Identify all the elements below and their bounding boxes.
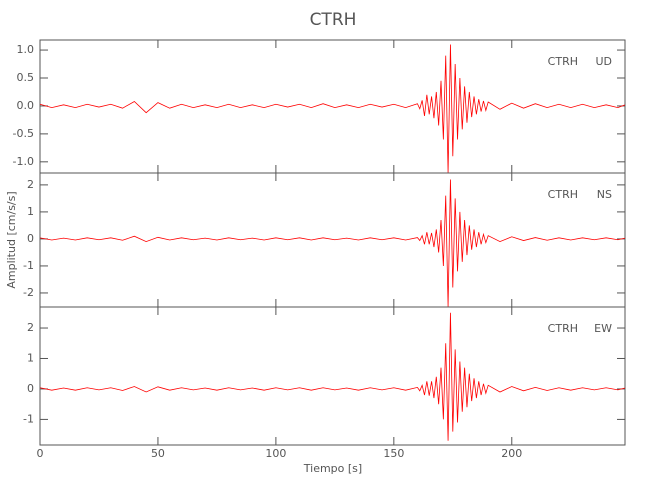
panel-frame xyxy=(39,306,626,446)
y-tick-label: 0 xyxy=(27,232,34,245)
station-label: CTRH xyxy=(548,322,578,335)
y-tick-label: 0.0 xyxy=(17,99,35,112)
y-tick-label: 0.5 xyxy=(17,71,35,84)
y-tick-label: -1.0 xyxy=(13,155,34,168)
y-tick-label: -0.5 xyxy=(13,127,34,140)
x-tick-label: 0 xyxy=(37,447,44,460)
y-tick-label: 1 xyxy=(27,205,34,218)
y-tick-label: 2 xyxy=(27,321,34,334)
x-axis-label: Tiempo [s] xyxy=(303,462,362,475)
y-tick-label: 0 xyxy=(27,382,34,395)
y-tick-label: 1 xyxy=(27,351,34,364)
x-tick-label: 50 xyxy=(151,447,165,460)
x-tick-label: 100 xyxy=(265,447,286,460)
waveform xyxy=(39,312,626,441)
y-tick-label: -1 xyxy=(23,412,34,425)
y-axis-label: Amplitud [cm/s/s] xyxy=(5,191,18,288)
y-tick-label: -2 xyxy=(23,286,34,299)
x-tick-label: 200 xyxy=(501,447,522,460)
waveform xyxy=(39,179,626,307)
x-tick-label: 150 xyxy=(383,447,404,460)
station-label: CTRH xyxy=(548,188,578,201)
y-tick-label: 1.0 xyxy=(17,43,35,56)
component-label: NS xyxy=(597,188,612,201)
component-label: UD xyxy=(595,55,612,68)
chart-title: CTRH xyxy=(310,10,357,30)
y-tick-label: -1 xyxy=(23,259,34,272)
panel-frame xyxy=(39,172,626,308)
station-label: CTRH xyxy=(548,55,578,68)
component-label: EW xyxy=(594,322,612,335)
y-tick-label: 2 xyxy=(27,178,34,191)
waveform xyxy=(39,44,626,174)
